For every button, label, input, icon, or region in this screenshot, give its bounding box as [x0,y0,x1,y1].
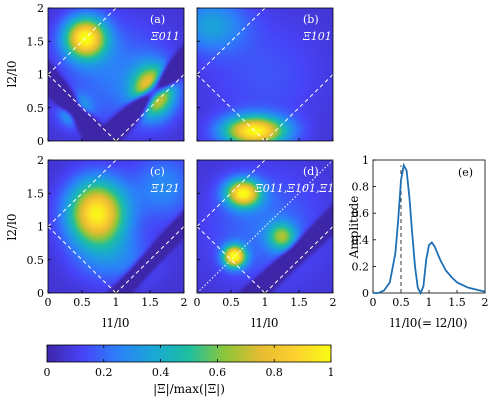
diagonal-line-1 [196,7,266,75]
colorbar-label: |Ξ|/max(|Ξ|) [153,382,225,396]
c-ytick-label-4: 2 [37,154,44,167]
label-a: Ξ011 [150,30,180,43]
a-ytick-label-1: 0.5 [27,102,45,115]
diagonal-line-2 [115,74,185,142]
d-xtick-label-1: 0.5 [222,296,240,309]
overlay-b [196,7,334,142]
tag-c: (c) [150,165,165,178]
map-panel-c: (c) Ξ121 [47,159,185,294]
overlay-c [47,159,185,294]
diagonal-line-1 [47,159,117,227]
tag-d: (d) [303,165,319,178]
diagonal-line-2 [115,226,185,294]
d-xtick-label-3: 1.5 [290,296,308,309]
ylabel-e: Amplitude [347,196,361,260]
a-ytick-label-3: 1.5 [27,35,45,48]
heatmap-b [197,8,333,141]
overlay-d [196,159,334,294]
e-xtick-label-3: 1.5 [448,296,466,309]
map-panel-d: (d) Ξ011,Ξ101,Ξ121 [196,159,348,294]
colorbar-ticks: 0 0.2 0.4 0.6 0.8 1 [44,345,335,379]
diagonal-line-1 [196,159,266,227]
diagonal-line-2 [264,74,334,142]
tag-e: (e) [458,166,473,179]
a-ytick-label-0: 0 [37,135,44,148]
label-c: Ξ121 [150,182,180,195]
c-ytick-label-0: 0 [37,287,44,300]
diagonal-line-1 [47,7,117,75]
map-panel-a: (a) Ξ011 [47,7,185,142]
c-xtick-label-4: 2 [181,296,188,309]
c-ytick-label-2: 1 [37,221,44,234]
diagonal-line-0 [196,226,266,294]
c-ytick-label-3: 1.5 [27,187,45,200]
colorbar-bar [46,344,332,363]
cb-tick-label-1: 0.2 [95,366,113,379]
d-xtick-label-2: 1 [262,296,269,309]
overlay-a [47,7,185,142]
c-xtick-label-1: 0.5 [73,296,91,309]
cb-tick-label-3: 0.6 [209,366,227,379]
d-xtick-label-0: 0 [194,296,201,309]
heatmap-a [48,8,184,141]
c-xtick-label-3: 1.5 [141,296,159,309]
c-xtick-label-0: 0 [45,296,52,309]
label-b: Ξ101 [302,30,332,43]
line-ticks: 0 0.5 1 1.5 2 0 0.2 0.4 0.6 0.8 1 [352,154,489,309]
diagonal-line-0 [196,74,266,142]
ylabel-c: l2/l0 [5,214,19,241]
cb-tick-label-5: 1 [328,366,335,379]
e-ytick-label-5: 1 [362,154,369,167]
heatmap-c [48,160,184,293]
colorbar: 0 0.2 0.4 0.6 0.8 1 |Ξ|/max(|Ξ|) [44,344,335,396]
xlabel-c: l1/l0 [103,316,130,330]
ylabel-a: l2/l0 [5,61,19,88]
c-ytick-label-1: 0.5 [27,254,45,267]
e-ytick-label-4: 0.8 [352,181,370,194]
e-ytick-label-2: 0.4 [352,234,370,247]
e-xtick-label-1: 0.5 [392,296,410,309]
a-ytick-label-2: 1 [37,69,44,82]
map-panel-b: (b) Ξ101 [196,7,334,142]
diagonal-line-0 [47,226,117,294]
e-xtick-label-0: 0 [370,296,377,309]
xlabel-e: l1/l0(= l2/l0) [390,316,467,330]
d-xtick-label-4: 2 [330,296,337,309]
a-ytick-label-4: 2 [37,2,44,15]
line-panel-e: 0 0.5 1 1.5 2 0 0.2 0.4 0.6 0.8 1 (e) Amplitude l1… [347,154,489,330]
e-xtick-label-4: 2 [482,296,489,309]
e-xtick-label-2: 1 [426,296,433,309]
cb-tick-label-0: 0 [44,366,51,379]
xlabel-d: l1/l0 [252,316,279,330]
tag-a: (a) [150,13,165,26]
e-ytick-label-3: 0.6 [352,207,370,220]
diagonal-line-2 [264,226,334,294]
frame-e [372,159,486,294]
e-ytick-label-1: 0.2 [352,260,370,273]
cb-tick-label-2: 0.4 [152,366,170,379]
c-xtick-label-2: 1 [113,296,120,309]
amplitude-curve [373,162,486,296]
cb-tick-label-4: 0.8 [265,366,283,379]
symmetric-diagonal [196,159,334,294]
e-ytick-label-0: 0 [362,287,369,300]
tag-b: (b) [303,13,319,26]
diagonal-line-0 [47,74,117,142]
label-d: Ξ011,Ξ101,Ξ121 [254,182,348,195]
